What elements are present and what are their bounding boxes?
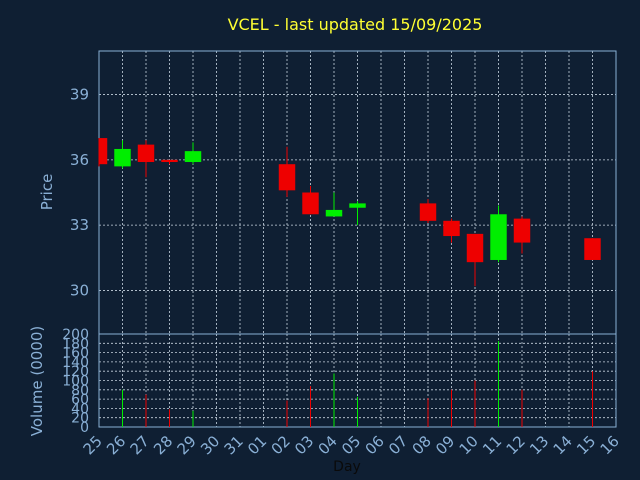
x-tick-label: 01 [244,432,270,458]
volume-axis-label: Volume (0000) [28,326,46,436]
volume-bars-layer [122,340,593,427]
candle-body [443,220,460,237]
volume-tick-label: 160 [62,346,89,362]
x-tick-label: 04 [315,432,341,458]
x-axis-label: Day [333,459,361,475]
candle-body [325,209,343,217]
candle-body [302,192,319,215]
volume-tick-label: 20 [71,411,89,427]
candle-body [184,151,202,163]
candle-body [137,144,155,163]
volume-tick-label: 140 [62,355,89,371]
volume-tick-label: 40 [71,401,89,417]
price-tick-labels: 30 33 36 39 [70,86,89,300]
candle-body [513,218,531,243]
candle-body [419,203,437,221]
x-tick-label: 06 [362,432,388,458]
x-tick-label: 14 [550,432,576,458]
x-tick-label: 30 [197,432,223,458]
chart-title: VCEL - last updated 15/09/2025 [228,15,483,34]
candle-body [114,148,131,167]
volume-tick-label: 80 [71,383,89,399]
price-tick-label: 36 [70,151,89,169]
volume-tick-label: 60 [71,392,89,408]
candle-body [490,214,507,260]
candle-body [466,233,484,263]
price-grid [98,51,617,334]
x-tick-label: 25 [80,432,106,458]
x-tick-label: 11 [479,432,505,458]
candle-body [99,138,108,165]
x-tick-label: 15 [573,432,599,458]
x-tick-label: 31 [221,432,247,458]
candle-body [584,238,601,260]
volume-tick-label: 180 [62,336,89,352]
price-axis-label: Price [38,174,56,211]
x-tick-label: 09 [432,432,458,458]
volume-tick-label: 120 [62,364,89,380]
x-tick-labels: 2526272829303101020304050607080910111213… [80,432,623,458]
x-tick-label: 27 [127,432,153,458]
x-tick-label: 16 [597,432,623,458]
candle-body [349,203,366,208]
x-tick-label: 10 [456,432,482,458]
price-tick-label: 30 [70,281,89,299]
x-tick-label: 03 [291,432,317,458]
volume-tick-label: 0 [80,420,89,436]
x-tick-label: 28 [150,432,176,458]
x-tick-label: 29 [174,432,200,458]
price-tick-label: 39 [70,86,89,104]
x-tick-label: 05 [338,432,364,458]
candles-layer [98,138,601,287]
volume-tick-label: 200 [62,327,89,343]
candle-body [278,164,296,191]
x-tick-label: 07 [385,432,411,458]
candle-body [161,159,178,163]
x-tick-label: 12 [503,432,529,458]
x-tick-label: 13 [526,432,552,458]
volume-tick-label: 100 [62,374,89,390]
price-tick-label: 33 [70,216,89,234]
x-tick-label: 26 [103,432,129,458]
x-tick-label: 02 [268,432,294,458]
x-tick-label: 08 [409,432,435,458]
